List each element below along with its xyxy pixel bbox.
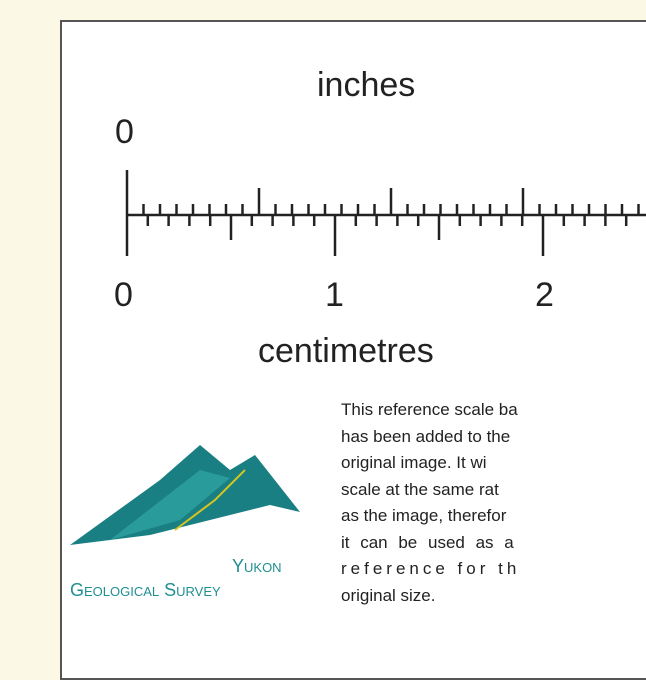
scale-card: [60, 20, 646, 680]
cm-tick-label: 0: [114, 276, 133, 314]
note-line: as the image, therefor: [341, 506, 507, 525]
inches-label: inches: [317, 66, 416, 104]
logo-yukon: Yukon: [232, 556, 282, 576]
note-line: scale at the same rat: [341, 479, 499, 499]
inch-zero: 0: [115, 113, 134, 151]
graphics: [70, 170, 646, 545]
note-line: has been added to the: [341, 426, 511, 446]
cm-tick-label: 1: [325, 276, 344, 314]
page: inches 0 0 1 2 centimetres This referenc…: [60, 20, 646, 680]
note-line: This reference scale ba: [341, 400, 518, 419]
note-line: original image. It wi: [341, 453, 487, 472]
logo-mountains: [70, 445, 300, 545]
ruler: [125, 170, 646, 256]
note-line: reference for th: [341, 559, 521, 578]
note-line: it can be used as a: [341, 532, 514, 552]
centimetres-label: centimetres: [258, 332, 434, 370]
note-line: original size.: [341, 585, 436, 605]
logo-survey: Geological Survey: [70, 580, 221, 600]
cm-tick-label: 2: [535, 276, 554, 314]
